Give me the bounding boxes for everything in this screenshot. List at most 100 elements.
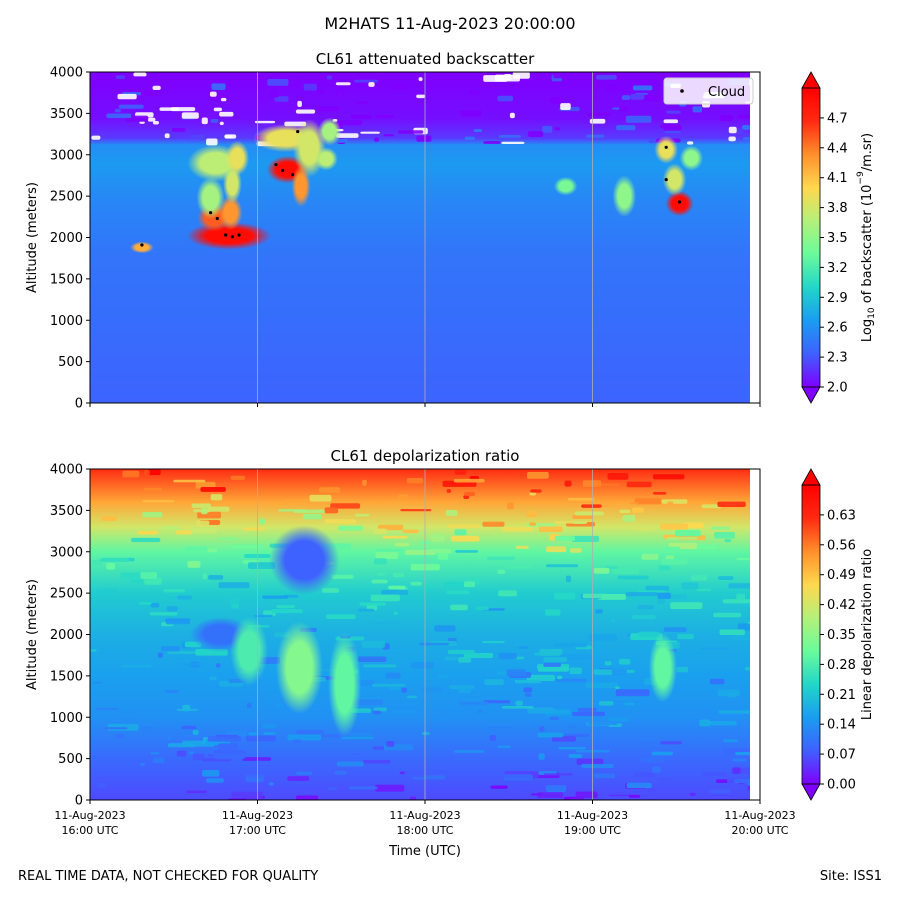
texture-streak (596, 75, 617, 80)
texture-streak (658, 777, 671, 781)
texture-streak (571, 711, 605, 717)
texture-streak (115, 75, 126, 80)
texture-streak (133, 72, 147, 77)
colorbar-tick-label: 3.8 (827, 201, 848, 216)
colorbar-tick-label: 0.28 (827, 658, 856, 673)
y-axis-label: Altitude (meters) (25, 579, 40, 690)
texture-streak (608, 717, 629, 722)
texture-streak (482, 640, 505, 644)
texture-streak (437, 553, 449, 560)
texture-streak (309, 494, 332, 502)
texture-streak (143, 487, 162, 492)
texture-streak (400, 508, 432, 512)
texture-streak (736, 593, 746, 601)
texture-streak (569, 548, 582, 553)
texture-streak (348, 786, 378, 790)
texture-streak (538, 526, 563, 533)
texture-streak (581, 763, 614, 769)
texture-streak (268, 782, 274, 786)
texture-streak (587, 112, 611, 116)
texture-streak (181, 112, 199, 119)
legend-box (663, 77, 754, 105)
colorbar-tick-label: 0.07 (827, 748, 856, 763)
texture-streak (263, 732, 276, 735)
texture-streak (543, 773, 573, 776)
texture-streak (202, 573, 208, 580)
texture-streak (363, 664, 397, 668)
cloud-point (296, 129, 300, 134)
texture-streak (504, 565, 533, 569)
texture-streak (354, 79, 379, 83)
texture-streak (551, 736, 577, 742)
cloud-point (140, 243, 144, 247)
texture-streak (543, 663, 562, 667)
texture-streak (531, 793, 542, 796)
texture-streak (382, 535, 408, 539)
texture-streak (749, 702, 750, 704)
texture-streak (581, 504, 602, 508)
texture-streak (593, 567, 610, 574)
texture-streak (490, 785, 508, 789)
texture-streak (502, 527, 534, 532)
texture-streak (181, 725, 197, 730)
texture-streak (385, 672, 401, 679)
texture-streak (337, 87, 343, 93)
texture-streak (724, 539, 732, 543)
texture-streak (752, 716, 764, 720)
x-tick-label: 11-Aug-2023 (54, 809, 125, 822)
texture-streak (554, 643, 588, 648)
texture-streak (106, 113, 132, 119)
texture-streak (190, 135, 206, 139)
data-feature (314, 147, 338, 171)
texture-streak (611, 669, 627, 676)
texture-streak (303, 83, 317, 91)
texture-streak (398, 130, 424, 134)
texture-streak (416, 94, 426, 99)
texture-streak (565, 575, 572, 583)
texture-streak (445, 510, 458, 516)
texture-streak (624, 702, 635, 706)
texture-streak (692, 106, 703, 113)
texture-streak (577, 707, 598, 712)
texture-streak (186, 790, 207, 794)
texture-streak (605, 795, 630, 800)
texture-streak (464, 560, 469, 565)
texture-streak (363, 759, 391, 764)
texture-streak (356, 101, 368, 104)
texture-streak (303, 513, 322, 520)
texture-streak (142, 512, 163, 518)
texture-streak (182, 525, 191, 530)
y-tick-label: 1000 (50, 314, 83, 329)
legend-marker (680, 89, 684, 93)
texture-streak (709, 678, 725, 685)
plot-area (90, 72, 750, 403)
texture-streak (737, 114, 750, 119)
texture-streak (167, 734, 172, 741)
texture-streak (723, 739, 738, 743)
texture-streak (96, 588, 119, 594)
texture-streak (165, 618, 191, 623)
texture-streak (458, 686, 472, 694)
texture-streak (296, 73, 304, 78)
texture-streak (523, 687, 533, 693)
texture-streak (202, 770, 220, 777)
colorbar-tick-label: 4.7 (827, 111, 848, 126)
texture-streak (506, 669, 526, 677)
texture-streak (267, 79, 289, 86)
panel-depolarization: 0 500 1000 1500 2000 2500 3000 3500 4000 11-Aug-2… (25, 447, 875, 859)
texture-streak (295, 109, 316, 114)
texture-streak (106, 563, 116, 570)
colorbar-tick-label: 0.56 (827, 538, 856, 553)
texture-streak (568, 754, 583, 758)
texture-streak (529, 492, 536, 496)
texture-streak (758, 685, 785, 687)
texture-streak (728, 126, 737, 134)
texture-streak (641, 756, 665, 763)
legend: Cloud (663, 77, 754, 105)
site-label: Site: ISS1 (819, 869, 882, 884)
texture-streak (372, 683, 406, 687)
texture-streak (416, 135, 432, 142)
texture-streak (409, 796, 417, 800)
data-feature (317, 117, 342, 146)
texture-streak (241, 757, 272, 761)
